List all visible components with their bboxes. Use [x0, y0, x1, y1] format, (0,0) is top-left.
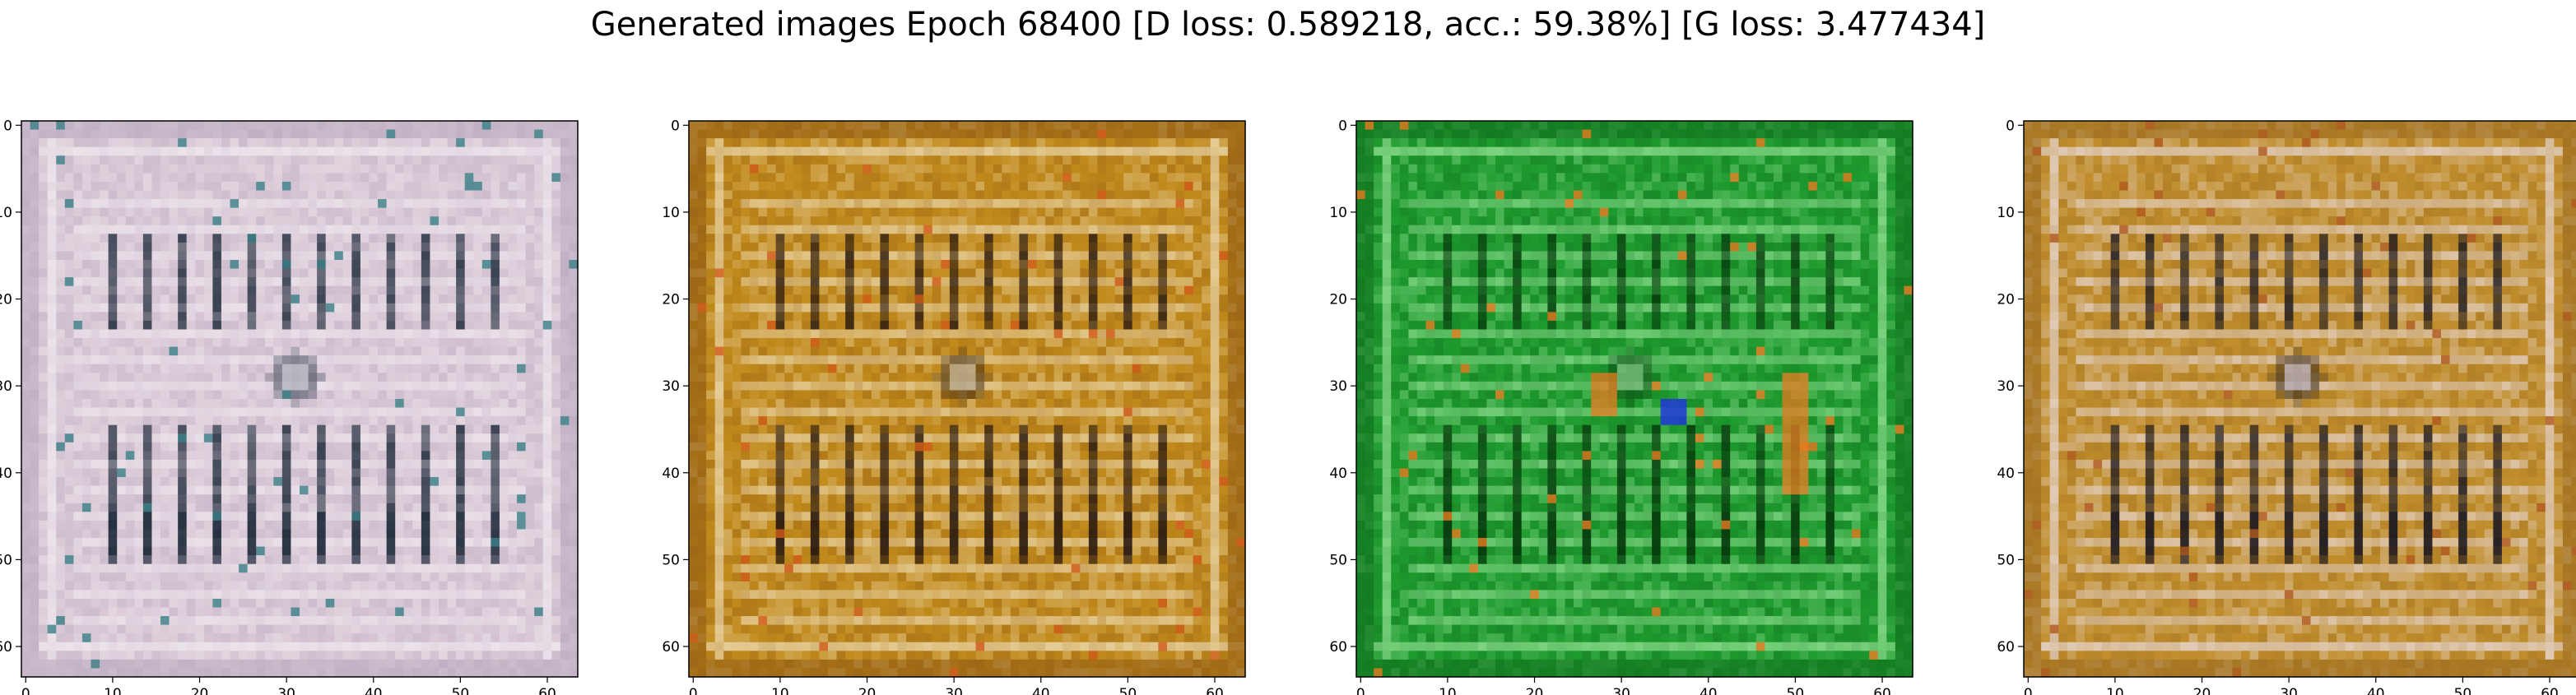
x-tick-label: 10 — [2106, 686, 2124, 695]
y-tick-label: 20 — [662, 292, 680, 308]
x-tick-label: 50 — [1787, 686, 1805, 695]
x-tick-label: 0 — [2024, 686, 2033, 695]
y-tick-label: 0 — [3, 118, 12, 134]
y-tick-label: 30 — [1997, 378, 2015, 395]
y-tick-label: 50 — [0, 552, 12, 568]
y-tick-label: 50 — [662, 552, 680, 568]
y-tick-label: 60 — [0, 639, 12, 656]
y-tick-label: 10 — [1997, 205, 2015, 221]
axes-frame — [688, 120, 1246, 678]
y-tick-label: 50 — [1997, 552, 2015, 568]
x-tick-label: 60 — [1873, 686, 1891, 695]
y-tick-label: 0 — [671, 118, 680, 134]
y-tick-label: 60 — [1997, 639, 2015, 656]
generated-image-panel-3: 0 10 20 30 40 50 60 0 10 20 30 40 50 60 — [1329, 118, 1913, 695]
y-tick-label: 40 — [662, 466, 680, 482]
y-tick-label: 30 — [0, 378, 12, 395]
y-tick-label: 10 — [662, 205, 680, 221]
generated-image-panel-1: 0 10 20 30 40 50 60 0 10 20 30 40 50 60 — [0, 118, 579, 695]
y-tick-label: 20 — [1997, 292, 2015, 308]
x-tick-label: 30 — [1612, 686, 1630, 695]
x-tick-label: 60 — [538, 686, 556, 695]
pixel-grid — [689, 121, 1246, 678]
y-tick-label: 0 — [2006, 118, 2015, 134]
x-tick-label: 30 — [945, 686, 963, 695]
x-tick-label: 30 — [2280, 686, 2298, 695]
figure-title: Generated images Epoch 68400 [D loss: 0.… — [590, 6, 1986, 44]
y-tick-label: 60 — [662, 639, 680, 656]
x-tick-label: 30 — [277, 686, 295, 695]
x-tick-label: 10 — [104, 686, 122, 695]
y-tick-label: 30 — [1329, 378, 1347, 395]
y-tick-label: 60 — [1329, 639, 1347, 656]
y-tick-label: 20 — [1329, 292, 1347, 308]
x-tick-label: 60 — [2541, 686, 2559, 695]
generated-image-panel-2: 0 10 20 30 40 50 60 0 10 20 30 40 50 60 — [662, 118, 1246, 695]
pixel-grid — [21, 121, 579, 678]
x-tick-label: 0 — [1356, 686, 1365, 695]
y-tick-label: 50 — [1329, 552, 1347, 568]
axes-frame — [2023, 120, 2576, 678]
y-tick-label: 40 — [0, 466, 12, 482]
y-tick-label: 0 — [1338, 118, 1347, 134]
x-tick-label: 20 — [1526, 686, 1544, 695]
y-tick-label: 10 — [0, 205, 12, 221]
x-tick-label: 40 — [1700, 686, 1718, 695]
x-tick-label: 20 — [858, 686, 876, 695]
pixel-grid — [1356, 121, 1913, 678]
x-tick-label: 50 — [452, 686, 470, 695]
x-tick-label: 0 — [21, 686, 30, 695]
y-tick-label: 40 — [1997, 466, 2015, 482]
pixel-grid — [2024, 121, 2576, 678]
x-tick-label: 40 — [365, 686, 383, 695]
y-tick-label: 10 — [1329, 205, 1347, 221]
x-tick-label: 10 — [771, 686, 789, 695]
x-tick-label: 10 — [1439, 686, 1457, 695]
generated-image-panel-4: 0 10 20 30 40 50 60 0 10 20 30 40 50 60 — [1997, 118, 2576, 695]
y-tick-label: 30 — [662, 378, 680, 395]
x-tick-label: 40 — [1032, 686, 1050, 695]
x-tick-label: 0 — [689, 686, 698, 695]
axes-frame — [1355, 120, 1913, 678]
x-tick-label: 20 — [191, 686, 209, 695]
y-tick-label: 40 — [1329, 466, 1347, 482]
x-tick-label: 20 — [2193, 686, 2211, 695]
y-tick-label: 20 — [0, 292, 12, 308]
axes-frame — [21, 120, 579, 678]
x-tick-label: 50 — [2454, 686, 2472, 695]
x-tick-label: 50 — [1119, 686, 1137, 695]
x-tick-label: 40 — [2367, 686, 2385, 695]
x-tick-label: 60 — [1206, 686, 1224, 695]
